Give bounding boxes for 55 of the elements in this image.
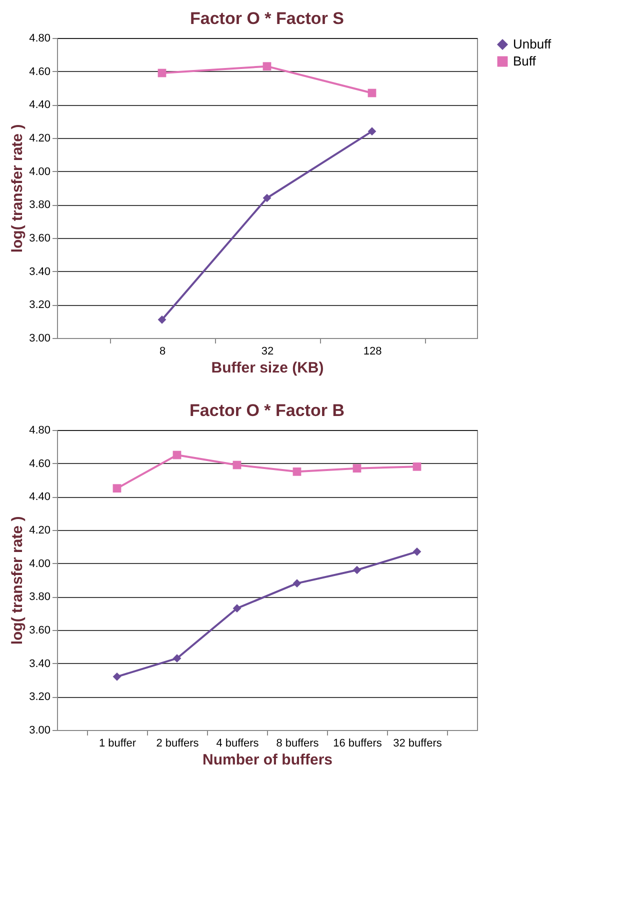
y-axis-title: log( transfer rate ) [9,516,26,645]
chart-title: Factor O * Factor S [190,9,344,28]
y-tick-label: 4.60 [29,458,50,470]
point [232,604,242,613]
y-tick-label: 4.40 [29,491,50,504]
point [412,462,422,471]
y-tick-label: 3.80 [29,591,50,604]
y-tick-label: 3.60 [29,624,50,636]
y-tick-label: 4.80 [29,32,50,44]
point [292,579,302,588]
y-tick-label: 4.20 [29,132,50,144]
y-tick-label: 4.80 [29,424,50,436]
y-axis-title: log( transfer rate ) [9,124,26,253]
x-tick-label: 1 buffer [98,738,136,750]
point [172,654,182,663]
point [158,315,166,324]
chart-title: Factor O * Factor B [190,401,344,420]
point [352,566,362,574]
legend-label: Buff [513,54,536,68]
x-tick-label: 32 [261,346,274,358]
x-tick-label: 16 buffers [333,738,382,750]
x-axis-title: Number of buffers [202,752,333,768]
y-tick-label: 3.20 [29,691,50,704]
y-tick-label: 4.00 [29,558,50,570]
x-tick-label: 8 buffers [276,738,320,750]
point [112,484,122,493]
point [292,467,302,476]
y-tick-label: 3.60 [29,232,50,244]
y-tick-label: 4.60 [29,66,50,78]
x-tick-label: 32 buffers [393,738,442,750]
x-axis-title: Buffer size (KB) [211,360,324,376]
y-tick-label: 3.00 [29,332,50,344]
point [412,547,422,556]
point [112,672,122,681]
y-tick-label: 4.20 [29,524,50,536]
point [172,450,182,460]
point [262,194,272,202]
point [262,62,272,71]
y-tick-label: 4.00 [29,166,50,178]
y-tick-label: 3.20 [29,299,50,312]
point [232,460,242,470]
point [368,88,376,98]
point [352,464,362,473]
point [368,127,376,136]
x-tick-label: 4 buffers [216,738,260,750]
y-tick-label: 3.80 [29,199,50,212]
x-tick-label: 128 [363,346,382,358]
legend-label: Unbuff [513,36,552,52]
y-tick-label: 3.40 [29,266,50,278]
x-tick-label: 2 buffers [156,738,200,750]
point [158,68,166,78]
y-tick-label: 3.00 [29,724,50,736]
y-tick-label: 3.40 [29,658,50,670]
x-tick-label: 8 [159,346,166,358]
y-tick-label: 4.40 [29,99,50,112]
